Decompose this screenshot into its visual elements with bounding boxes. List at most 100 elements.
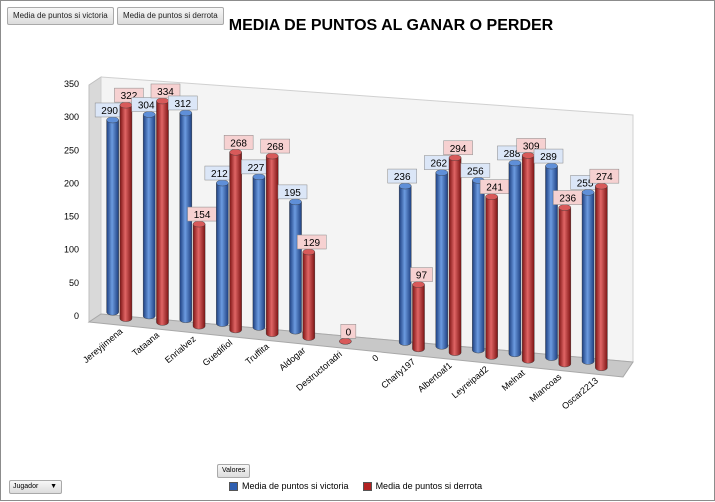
data-label-derrota: 334 <box>150 83 181 99</box>
svg-text:262: 262 <box>430 159 447 170</box>
svg-text:241: 241 <box>486 183 503 194</box>
x-category-label: Melnat <box>500 368 528 393</box>
svg-text:256: 256 <box>467 166 484 177</box>
data-label-derrota: 129 <box>297 234 327 250</box>
bar-victoria <box>545 162 558 361</box>
svg-text:255: 255 <box>577 178 594 189</box>
x-category-label: Oscar2213 <box>560 375 600 411</box>
svg-text:236: 236 <box>559 194 576 205</box>
bar-derrota <box>339 338 352 345</box>
svg-text:227: 227 <box>248 163 265 174</box>
bar-derrota <box>302 248 316 341</box>
svg-text:236: 236 <box>394 172 411 183</box>
svg-text:312: 312 <box>174 99 191 110</box>
jugador-label: Jugador <box>13 483 39 490</box>
field-button-derrota[interactable]: Media de puntos si derrota <box>117 7 224 25</box>
svg-text:290: 290 <box>101 106 118 117</box>
bar-derrota <box>521 152 535 364</box>
y-tick-label: 300 <box>64 112 79 122</box>
svg-text:97: 97 <box>416 271 428 282</box>
y-tick-label: 100 <box>64 245 79 255</box>
svg-text:0: 0 <box>346 327 352 338</box>
legend-label-derrota: Media de puntos si derrota <box>375 481 483 491</box>
legend-swatch-derrota <box>362 481 372 491</box>
bar-derrota <box>229 149 242 334</box>
jugador-filter-button[interactable]: Jugador ▼ <box>9 480 62 494</box>
data-label-derrota: 97 <box>410 267 433 282</box>
bar-victoria <box>179 109 193 323</box>
bar-derrota <box>412 281 425 353</box>
svg-text:334: 334 <box>157 87 174 98</box>
chart-title: MEDIA DE PUNTOS AL GANAR O PERDER <box>228 17 554 34</box>
x-category-label: Guedifiol <box>201 338 235 368</box>
bar-derrota <box>192 220 206 330</box>
x-category-label: Jereyjimena <box>81 326 125 365</box>
floor <box>87 313 634 378</box>
bar-derrota <box>485 193 498 360</box>
bar-derrota <box>595 182 608 371</box>
bar-derrota <box>558 204 572 368</box>
bar-victoria <box>581 189 595 365</box>
x-category-label: Miancoas <box>527 371 563 404</box>
svg-text:288: 288 <box>504 149 521 160</box>
data-label-victoria: 195 <box>277 184 308 200</box>
x-category-label: 0 <box>370 353 380 364</box>
bar-victoria <box>508 159 522 358</box>
data-label-victoria: 289 <box>533 148 564 164</box>
legend-label-victoria: Media de puntos si victoria <box>242 481 349 491</box>
bar-victoria <box>435 169 449 350</box>
field-button-victoria[interactable]: Media de puntos si victoria <box>7 7 114 25</box>
svg-text:154: 154 <box>194 210 211 221</box>
data-label-derrota: 154 <box>187 206 217 222</box>
y-tick-label: 50 <box>69 278 79 288</box>
bar-victoria <box>289 198 302 335</box>
bar-victoria <box>398 182 412 346</box>
data-label-victoria: 236 <box>387 168 417 184</box>
data-label-derrota: 268 <box>223 135 254 150</box>
data-label-victoria: 312 <box>168 95 198 111</box>
svg-text:274: 274 <box>596 172 613 183</box>
legend: Media de puntos si victoria Media de pun… <box>229 481 482 491</box>
svg-text:268: 268 <box>267 142 284 153</box>
bar-victoria <box>216 179 229 327</box>
bar-victoria <box>472 177 485 354</box>
data-label-derrota: 0 <box>340 324 357 339</box>
data-label-victoria: 256 <box>460 163 491 178</box>
bar-victoria <box>142 111 156 320</box>
bar-derrota <box>265 152 279 337</box>
data-label-derrota: 241 <box>479 179 510 194</box>
x-category-label: Aldogar <box>277 345 307 373</box>
values-field-button[interactable]: Valores <box>217 464 251 478</box>
bar-victoria <box>106 116 119 316</box>
svg-text:129: 129 <box>303 238 320 249</box>
x-category-label: Enrialvez <box>163 333 198 365</box>
data-label-derrota: 274 <box>589 168 620 184</box>
x-category-label: Charly197 <box>379 356 417 390</box>
data-label-derrota: 236 <box>553 190 583 205</box>
data-label-derrota: 294 <box>443 140 473 156</box>
svg-text:268: 268 <box>230 138 247 149</box>
svg-text:212: 212 <box>211 169 228 180</box>
x-category-label: Albertoaf1 <box>416 360 454 394</box>
svg-text:304: 304 <box>138 100 155 111</box>
data-label-derrota: 268 <box>260 138 290 154</box>
y-tick-label: 350 <box>64 79 79 89</box>
bar-derrota <box>119 101 133 322</box>
x-category-label: Tataana <box>130 330 161 358</box>
y-tick-label: 250 <box>64 145 79 155</box>
x-category-label: Leyreipad2 <box>450 364 491 400</box>
y-tick-label: 200 <box>64 178 79 188</box>
svg-text:322: 322 <box>121 91 138 102</box>
svg-text:195: 195 <box>284 188 301 199</box>
svg-text:294: 294 <box>450 144 467 155</box>
bar-derrota <box>156 97 169 326</box>
legend-swatch-victoria <box>229 481 238 491</box>
bar-victoria <box>252 173 266 331</box>
y-tick-label: 150 <box>64 212 79 222</box>
x-category-label: Truffita <box>243 341 271 366</box>
svg-text:309: 309 <box>523 141 540 152</box>
dropdown-arrow-icon: ▼ <box>50 483 57 490</box>
svg-text:289: 289 <box>540 152 557 163</box>
